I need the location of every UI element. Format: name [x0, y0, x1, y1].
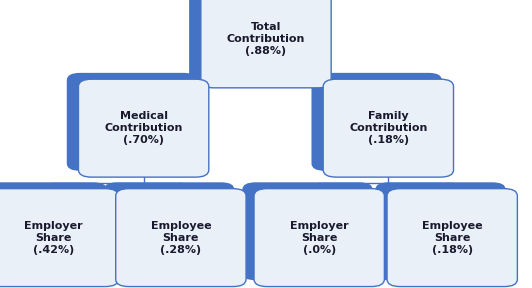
FancyBboxPatch shape: [254, 189, 384, 287]
Text: Family
Contribution
(.18%): Family Contribution (.18%): [349, 111, 428, 145]
FancyBboxPatch shape: [116, 189, 246, 287]
Text: Employer
Share
(.0%): Employer Share (.0%): [290, 221, 348, 255]
Text: Total
Contribution
(.88%): Total Contribution (.88%): [227, 22, 305, 56]
Text: Employee
Share
(.28%): Employee Share (.28%): [151, 221, 211, 255]
FancyBboxPatch shape: [189, 0, 319, 82]
FancyBboxPatch shape: [375, 182, 505, 280]
FancyBboxPatch shape: [67, 73, 197, 171]
Text: Employer
Share
(.42%): Employer Share (.42%): [24, 221, 82, 255]
FancyBboxPatch shape: [242, 182, 372, 280]
Text: Employee
Share
(.18%): Employee Share (.18%): [422, 221, 483, 255]
FancyBboxPatch shape: [0, 182, 106, 280]
Text: Medical
Contribution
(.70%): Medical Contribution (.70%): [104, 111, 183, 145]
FancyBboxPatch shape: [79, 79, 209, 177]
FancyBboxPatch shape: [201, 0, 331, 88]
FancyBboxPatch shape: [104, 182, 234, 280]
FancyBboxPatch shape: [0, 189, 118, 287]
FancyBboxPatch shape: [323, 79, 453, 177]
FancyBboxPatch shape: [387, 189, 517, 287]
FancyBboxPatch shape: [311, 73, 442, 171]
